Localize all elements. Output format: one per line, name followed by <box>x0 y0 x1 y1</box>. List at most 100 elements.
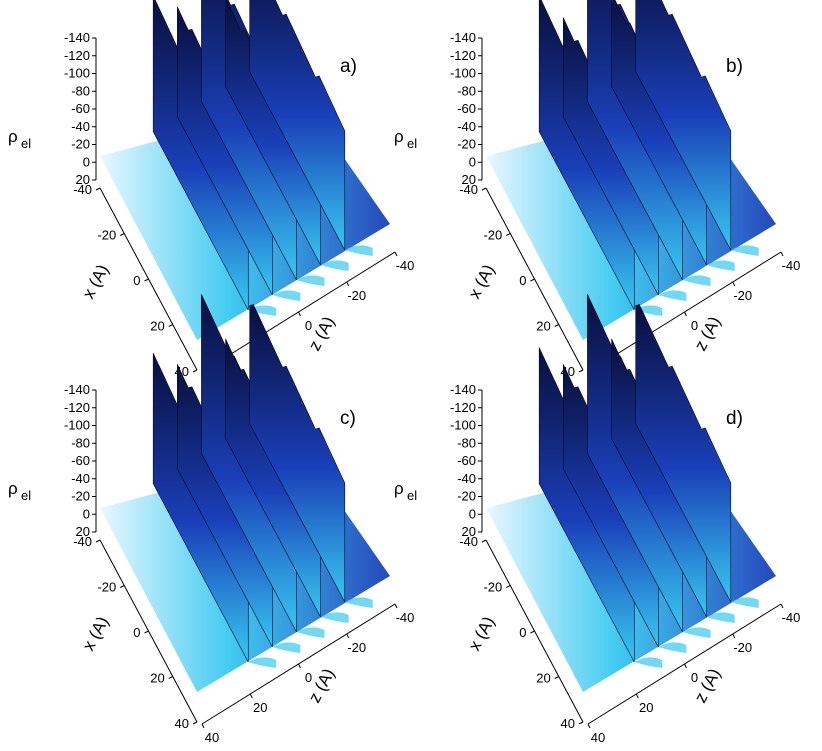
rho-tick-label: -60 <box>71 101 90 116</box>
x-tick-mark <box>554 676 559 679</box>
x-tick-label: -40 <box>459 182 478 197</box>
ridge-foot-4 <box>344 245 373 256</box>
rho-axis-label-sub: el <box>407 488 417 503</box>
rho-axis-label-sub: el <box>21 136 31 151</box>
ridge-4 <box>635 304 732 603</box>
ridge-4 <box>249 304 346 603</box>
rho-tick-label: 0 <box>469 506 476 521</box>
z-tick-mark <box>635 693 639 699</box>
ridge-foot-4 <box>730 597 759 608</box>
z-tick-mark <box>684 311 687 317</box>
rho-axis-label-sub: el <box>21 488 31 503</box>
x-tick-mark <box>120 585 125 588</box>
x-axis-label: x (A) <box>79 261 113 302</box>
ridge-foot-2 <box>296 627 325 638</box>
x-tick-label: 0 <box>133 625 140 640</box>
rho-axis-label: ρ <box>394 127 404 146</box>
z-tick-label: 0 <box>305 318 312 333</box>
ridge-foot-1 <box>658 290 687 301</box>
x-tick-label: 0 <box>519 625 526 640</box>
x-tick-label: 20 <box>536 671 550 686</box>
rho-tick-label: -80 <box>457 83 476 98</box>
x-tick-label: -20 <box>97 228 116 243</box>
z-tick-mark <box>298 663 301 669</box>
rho-tick-label: 0 <box>83 506 90 521</box>
panel-label: d) <box>726 408 743 429</box>
x-tick-label: 20 <box>150 671 164 686</box>
rho-axis-label: ρ <box>394 479 404 498</box>
ridge-foot-0 <box>634 657 663 668</box>
z-tick-label: 0 <box>305 670 312 685</box>
x-tick-label: 0 <box>519 273 526 288</box>
ridge-foot-1 <box>658 642 687 653</box>
rho-tick-label: -80 <box>457 435 476 450</box>
rho-tick-label: 20 <box>76 172 90 187</box>
x-tick-mark <box>481 539 487 543</box>
rho-tick-label: -120 <box>64 400 90 415</box>
z-tick-mark <box>684 663 687 669</box>
z-tick-label: 40 <box>591 730 605 745</box>
ridge-foot-1 <box>272 290 301 301</box>
rho-tick-label: 0 <box>469 154 476 169</box>
x-tick-mark <box>95 187 101 191</box>
rho-tick-label: -40 <box>71 471 90 486</box>
ridge-foot-2 <box>296 275 325 286</box>
x-tick-mark <box>578 721 584 725</box>
z-tick-label: 0 <box>691 318 698 333</box>
ridge-foot-2 <box>682 627 711 638</box>
z-tick-mark <box>346 633 350 639</box>
ridge-4 <box>635 0 732 251</box>
rho-tick-label: -40 <box>71 119 90 134</box>
x-axis-label: x (A) <box>465 261 499 302</box>
z-tick-label: 40 <box>205 730 219 745</box>
z-tick-label: 0 <box>691 670 698 685</box>
panel-label: b) <box>726 56 743 77</box>
rho-tick-label: -100 <box>450 418 476 433</box>
x-tick-mark <box>481 187 487 191</box>
ridge-foot-1 <box>272 642 301 653</box>
x-tick-label: -40 <box>73 182 92 197</box>
x-tick-mark <box>506 585 511 588</box>
x-tick-label: -20 <box>483 228 502 243</box>
panel-label: a) <box>340 56 357 77</box>
x-tick-label: 0 <box>133 273 140 288</box>
rho-tick-label: -120 <box>450 400 476 415</box>
z-tick-label: 20 <box>253 700 267 715</box>
rho-tick-label: -60 <box>71 453 90 468</box>
x-tick-mark <box>120 233 125 236</box>
z-tick-mark <box>587 723 591 729</box>
z-tick-mark <box>780 251 784 257</box>
z-tick-mark <box>780 603 784 609</box>
z-tick-label: -40 <box>782 610 801 625</box>
rho-tick-label: 20 <box>462 172 476 187</box>
z-tick-label: -20 <box>733 640 752 655</box>
x-tick-mark <box>554 324 559 327</box>
x-tick-mark <box>192 721 198 725</box>
rho-axis-label-sub: el <box>407 136 417 151</box>
x-tick-mark <box>192 369 198 373</box>
rho-tick-label: -120 <box>450 48 476 63</box>
z-tick-label: -20 <box>347 640 366 655</box>
z-tick-label: -40 <box>396 258 415 273</box>
ridge-foot-2 <box>682 275 711 286</box>
rho-tick-label: -80 <box>71 435 90 450</box>
rho-tick-label: -140 <box>64 30 90 45</box>
rho-tick-label: -40 <box>457 471 476 486</box>
z-tick-label: 20 <box>639 700 653 715</box>
x-axis-label: x (A) <box>79 613 113 654</box>
rho-tick-label: -100 <box>64 66 90 81</box>
x-tick-label: -20 <box>97 580 116 595</box>
ridge-foot-3 <box>706 612 735 623</box>
x-tick-mark <box>144 630 149 634</box>
x-tick-label: 20 <box>150 319 164 334</box>
ridge-foot-0 <box>248 657 277 668</box>
z-tick-label: -40 <box>782 258 801 273</box>
x-tick-mark <box>530 630 535 634</box>
z-tick-mark <box>298 311 301 317</box>
x-tick-label: 40 <box>561 716 575 731</box>
rho-tick-label: -60 <box>457 453 476 468</box>
x-tick-label: -20 <box>483 580 502 595</box>
rho-axis-label: ρ <box>8 127 18 146</box>
ridge-foot-4 <box>730 245 759 256</box>
